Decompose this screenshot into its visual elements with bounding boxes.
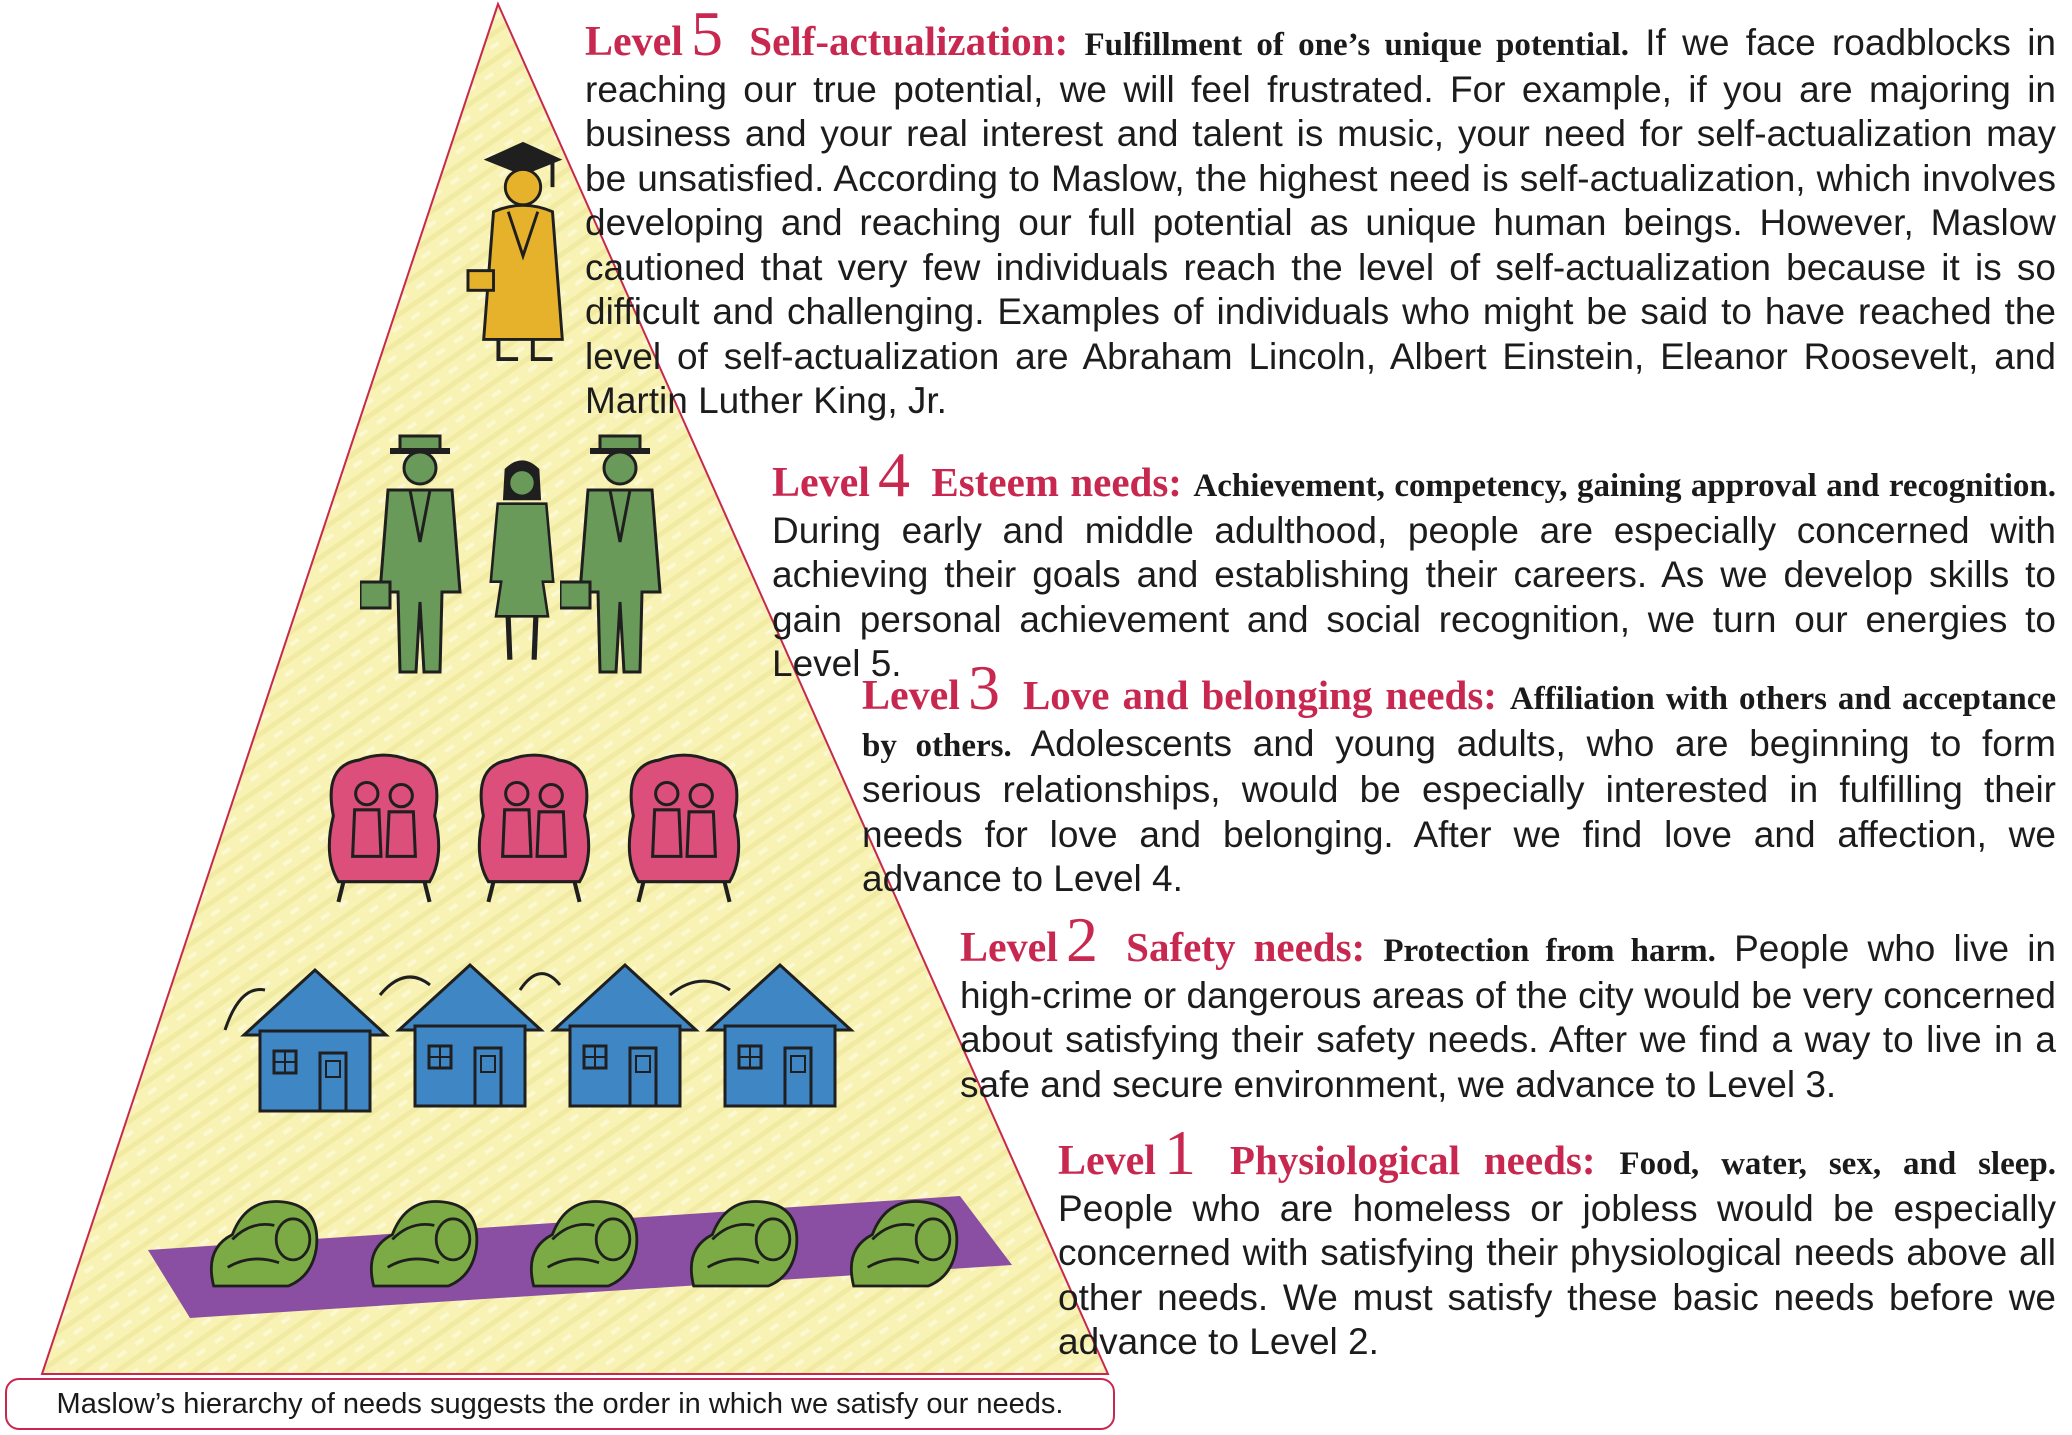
level-2-description: Level 2 Safety needs: Protection from har… [960,908,2056,1107]
level-1-title: Physiological needs: [1229,1137,1596,1183]
level-3-title: Love and belonging needs: [1022,672,1497,718]
level-5-number: 5 [690,0,723,69]
level-2-number: 2 [1065,904,1098,975]
level-5-word: Level [585,19,683,65]
level-3-text: Adolescents and young adults, who are be… [862,722,2056,900]
level-1-illustration [148,1196,1012,1318]
level-4-word: Level [772,460,870,506]
level-4-description: Level 4 Esteem needs: Achievement, compet… [772,443,2057,687]
caption-text: Maslow’s hierarchy of needs suggests the… [56,1387,1064,1420]
level-3-definition: Affiliation with others and acceptance b… [862,681,2056,764]
level-1-text: People who are homeless or jobless would… [1058,1187,2056,1363]
level-4-definition: Achievement, competency, gaining approva… [1193,468,2057,504]
caption-box: Maslow’s hierarchy of needs suggests the… [5,1378,1115,1430]
level-1-description: Level 1 Physiological needs: Food, water,… [1058,1121,2056,1365]
level-2-word: Level [960,925,1058,971]
level-2-text: People who live in high-crime or dangero… [960,928,2056,1105]
level-2-definition: Protection from harm. [1383,933,1716,969]
level-5-title: Self-actualization: [749,18,1069,64]
level-3-illustration [329,755,738,902]
level-3-description: Level 3 Love and belonging needs: Affilia… [862,656,2056,902]
level-1-word: Level [1058,1138,1156,1184]
level-3-word: Level [862,673,960,719]
level-5-description: Level 5 Self-actualization: Fulfillment o… [585,2,2057,424]
level-1-number: 1 [1163,1117,1196,1188]
level-4-title: Esteem needs: [931,459,1182,505]
level-4-text: During early and middle adulthood, peopl… [772,509,2056,685]
level-5-definition: Fulfillment of one’s unique potential. [1084,27,1629,63]
level-1-definition: Food, water, sex, and sleep. [1619,1146,2056,1182]
level-5-text: If we face roadblocks in reaching our tr… [585,22,2057,421]
level-2-title: Safety needs: [1126,924,1366,970]
level-4-illustration [360,434,662,674]
level-2-illustration [223,963,853,1113]
level-3-number: 3 [967,652,1000,723]
level-4-number: 4 [877,439,910,510]
